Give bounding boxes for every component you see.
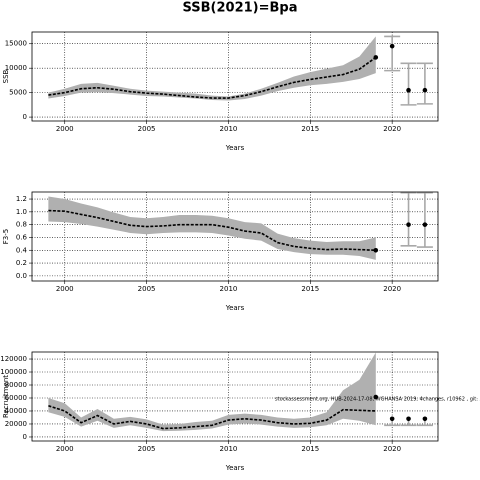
point [422,87,428,93]
point [422,222,428,227]
x-tick-label: 2010 [220,285,238,293]
x-tick-label: 2005 [138,125,156,133]
point [406,222,411,227]
confidence-band [48,196,376,260]
x-tick-label: 2020 [383,285,401,293]
y-tick-label: 120000 [0,355,27,363]
x-tick-label: 2015 [301,445,319,453]
y-tick-label: 0 [23,113,27,121]
x-tick-label: 2000 [56,445,74,453]
estimate-line [48,405,376,430]
y-tick-label: 40000 [5,407,27,415]
y-tick-label: 0.0 [16,272,27,280]
x-tick-label: 2005 [138,285,156,293]
plot-frame [31,351,439,442]
y-tick-label: 10000 [5,64,27,72]
x-tick-label: 2020 [383,445,401,453]
y-axis-label: Recruitment [2,375,10,418]
y-tick-label: 0 [23,433,27,441]
point [406,416,411,422]
x-tick-label: 2020 [383,125,401,133]
y-tick-label: 60000 [5,394,27,402]
x-tick-label: 2015 [301,125,319,133]
point [389,43,395,49]
point [373,394,379,400]
x-tick-label: 2005 [138,445,156,453]
y-tick-label: 0.8 [16,221,27,229]
x-tick-label: 2000 [56,125,74,133]
x-axis-label: Years [225,144,245,152]
y-tick-label: 0.6 [16,233,28,241]
y-tick-label: 80000 [5,381,27,389]
point [389,416,395,422]
y-axis-label: F3-5 [2,229,10,244]
y-tick-label: 100000 [0,368,27,376]
plot-frame [31,31,439,122]
confidence-band [48,36,376,101]
y-axis-label: SSB [2,69,10,83]
y-tick-label: 15000 [5,40,27,48]
estimate-line [48,209,376,252]
point [373,55,379,60]
chart-title: SSB(2021)=Bpa [183,1,298,16]
x-tick-label: 2010 [220,445,238,453]
plot-frame [31,191,439,282]
estimate-line [48,56,377,99]
x-axis-label: Years [225,464,245,472]
y-tick-label: 0.2 [16,259,27,267]
point [422,416,428,422]
x-tick-label: 2010 [220,125,238,133]
x-tick-label: 2015 [301,285,319,293]
y-tick-label: 1.2 [16,195,27,203]
x-axis-label: Years [225,304,245,312]
y-tick-label: 5000 [9,89,27,97]
x-tick-label: 2000 [56,285,74,293]
point [406,87,411,93]
y-tick-label: 1.0 [16,208,27,216]
annotation: stockassessment.org, HUB-2024-17-08, WGH… [275,397,480,403]
point [373,247,379,253]
y-tick-label: 0.4 [16,246,28,254]
y-tick-label: 20000 [5,420,27,428]
